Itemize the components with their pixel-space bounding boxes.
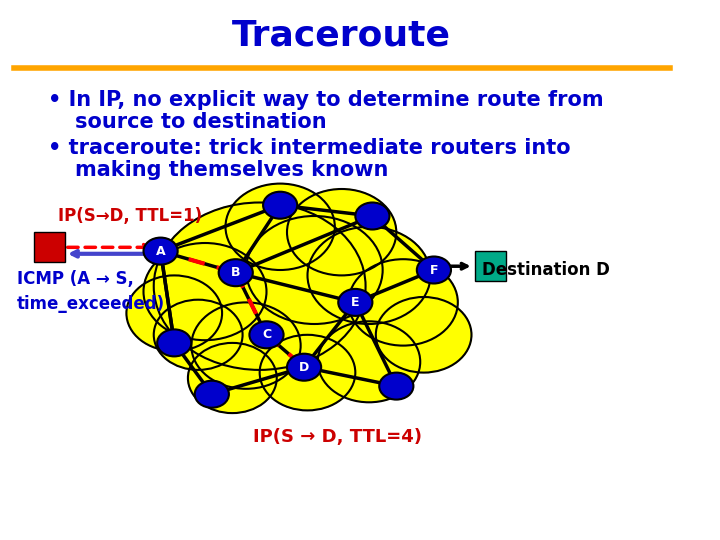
Circle shape xyxy=(157,329,192,356)
Circle shape xyxy=(249,321,284,348)
Circle shape xyxy=(263,192,297,219)
Text: E: E xyxy=(351,296,359,309)
Text: • In IP, no explicit way to determine route from: • In IP, no explicit way to determine ro… xyxy=(48,90,603,110)
Circle shape xyxy=(154,300,243,370)
Circle shape xyxy=(246,216,382,324)
Text: ICMP (A → S,
time_exceeded): ICMP (A → S, time_exceeded) xyxy=(17,270,165,313)
Text: B: B xyxy=(231,266,240,279)
Circle shape xyxy=(338,289,372,316)
Text: D: D xyxy=(299,361,309,374)
Text: A: A xyxy=(156,245,166,258)
Circle shape xyxy=(348,259,458,346)
Text: making themselves known: making themselves known xyxy=(75,160,389,180)
Text: IP(S→D, TTL=1): IP(S→D, TTL=1) xyxy=(58,207,202,225)
Circle shape xyxy=(417,256,451,284)
Circle shape xyxy=(307,227,431,324)
Text: F: F xyxy=(430,264,438,276)
Text: Destination D: Destination D xyxy=(482,261,610,279)
Text: Traceroute: Traceroute xyxy=(232,18,451,52)
Circle shape xyxy=(260,335,356,410)
Circle shape xyxy=(356,202,390,230)
Circle shape xyxy=(194,381,229,408)
Circle shape xyxy=(287,189,396,275)
Circle shape xyxy=(127,275,222,351)
Circle shape xyxy=(225,184,335,270)
Circle shape xyxy=(318,321,420,402)
Circle shape xyxy=(219,259,253,286)
Text: • traceroute: trick intermediate routers into: • traceroute: trick intermediate routers… xyxy=(48,138,570,159)
Circle shape xyxy=(287,354,321,381)
FancyBboxPatch shape xyxy=(475,251,505,281)
Text: C: C xyxy=(262,328,271,341)
Text: source to destination: source to destination xyxy=(75,111,327,132)
Circle shape xyxy=(192,302,301,389)
Circle shape xyxy=(379,373,413,400)
Circle shape xyxy=(143,238,178,265)
Circle shape xyxy=(154,202,366,370)
Circle shape xyxy=(143,243,266,340)
Text: IP(S → D, TTL=4): IP(S → D, TTL=4) xyxy=(253,428,422,447)
FancyBboxPatch shape xyxy=(34,232,65,262)
Circle shape xyxy=(188,343,276,413)
Circle shape xyxy=(376,297,472,373)
